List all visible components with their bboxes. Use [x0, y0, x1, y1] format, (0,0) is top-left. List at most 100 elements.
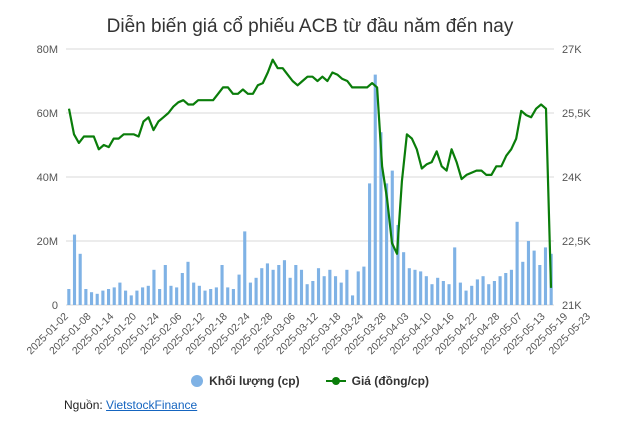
volume-bar [118, 282, 122, 305]
volume-bar [84, 289, 88, 305]
volume-bar [504, 273, 508, 305]
left-axis-tick-label: 80M [37, 44, 58, 56]
volume-bar [254, 277, 258, 305]
volume-bar [379, 132, 383, 305]
x-axis-labels: 2025-01-022025-01-082025-01-142025-01-20… [24, 311, 593, 358]
volume-bars [67, 74, 553, 305]
volume-bar [186, 261, 190, 305]
volume-bar [470, 285, 474, 305]
volume-bar [526, 241, 531, 305]
volume-bar [373, 74, 377, 305]
volume-bar [209, 289, 213, 305]
legend-label-volume: Khối lượng (cp) [209, 374, 300, 388]
volume-bar [436, 277, 440, 305]
volume-bar [453, 247, 457, 305]
volume-bar [129, 295, 133, 305]
volume-bar [197, 285, 201, 305]
volume-bar [214, 287, 218, 305]
volume-bar [243, 231, 247, 305]
volume-bar [220, 265, 224, 305]
left-axis-tick-label: 0 [52, 300, 58, 312]
volume-bar [226, 287, 230, 305]
volume-bar [78, 253, 82, 305]
volume-bar [464, 290, 468, 305]
volume-bar [396, 225, 400, 305]
volume-bar [498, 276, 502, 305]
source-link[interactable]: VietstockFinance [106, 398, 198, 412]
volume-bar [294, 265, 298, 305]
volume-bar [101, 290, 105, 305]
volume-bar [538, 265, 542, 305]
volume-bar [203, 290, 207, 305]
volume-bar [492, 281, 496, 305]
volume-bar [175, 287, 179, 305]
right-axis-tick-label: 27K [562, 44, 582, 56]
volume-bar [237, 274, 241, 305]
volume-bar [282, 260, 287, 305]
volume-bar [135, 290, 139, 305]
volume-bar [265, 263, 270, 305]
volume-bar [192, 282, 196, 305]
volume-bar [260, 268, 264, 305]
source-note: Nguồn: VietstockFinance [64, 398, 197, 412]
volume-bar [407, 268, 411, 305]
price-marker-icon [325, 375, 346, 387]
volume-bar [146, 285, 150, 305]
volume-bar [345, 269, 349, 305]
volume-bar [424, 276, 428, 305]
left-axis-tick-label: 20M [37, 236, 58, 248]
volume-bar [356, 271, 360, 305]
left-axis-labels: 0 20M 40M 60M 80M [37, 44, 58, 312]
legend-item-volume[interactable]: Khối lượng (cp) [191, 374, 300, 388]
grid-lines [66, 48, 554, 306]
volume-bar [328, 269, 332, 305]
volume-bar [458, 282, 462, 305]
volume-bar [322, 276, 326, 305]
volume-bar [475, 279, 479, 305]
volume-bar [163, 265, 167, 305]
volume-bar [532, 250, 536, 305]
volume-bar [169, 285, 173, 305]
volume-bar [141, 287, 145, 305]
volume-bar [339, 282, 343, 305]
right-axis-tick-label: 25,5K [562, 108, 591, 120]
volume-bar [305, 284, 309, 305]
volume-bar [72, 234, 77, 305]
volume-bar [248, 282, 252, 305]
volume-bar [515, 221, 519, 305]
left-axis-tick-label: 40M [37, 172, 58, 184]
legend-label-price: Giá (đồng/cp) [351, 374, 429, 388]
volume-bar [441, 281, 445, 305]
volume-bar [106, 289, 111, 305]
volume-bar [447, 284, 451, 305]
volume-bar [231, 289, 235, 305]
right-axis-labels: 21K 22,5K 24K 25,5K 27K [562, 44, 591, 312]
volume-bar [277, 265, 281, 305]
volume-bar [350, 295, 355, 305]
chart-plot: 0 20M 40M 60M 80M 21K 22,5K 24K 25,5K 27K 2025-0… [24, 44, 593, 358]
volume-bar [180, 273, 184, 305]
volume-bar [413, 269, 417, 305]
legend-item-price[interactable]: Giá (đồng/cp) [325, 374, 429, 388]
volume-bar [402, 252, 406, 305]
volume-bar [95, 293, 99, 305]
volume-bar [481, 276, 485, 305]
price-line [67, 58, 553, 288]
source-label: Nguồn: [64, 398, 103, 412]
volume-bar [152, 269, 156, 305]
volume-bar [288, 277, 292, 305]
volume-bar [158, 289, 162, 305]
volume-bar [89, 292, 94, 305]
volume-bar [112, 287, 116, 305]
volume-bar [430, 284, 434, 305]
volume-bar [362, 266, 366, 305]
volume-bar [316, 268, 321, 305]
volume-bar [333, 276, 338, 305]
right-axis-tick-label: 21K [562, 300, 582, 312]
left-axis-tick-label: 60M [37, 108, 58, 120]
legend: Khối lượng (cp) Giá (đồng/cp) [0, 374, 620, 388]
volume-bar [521, 261, 525, 305]
volume-bar [509, 269, 514, 305]
right-axis-tick-label: 24K [562, 172, 582, 184]
